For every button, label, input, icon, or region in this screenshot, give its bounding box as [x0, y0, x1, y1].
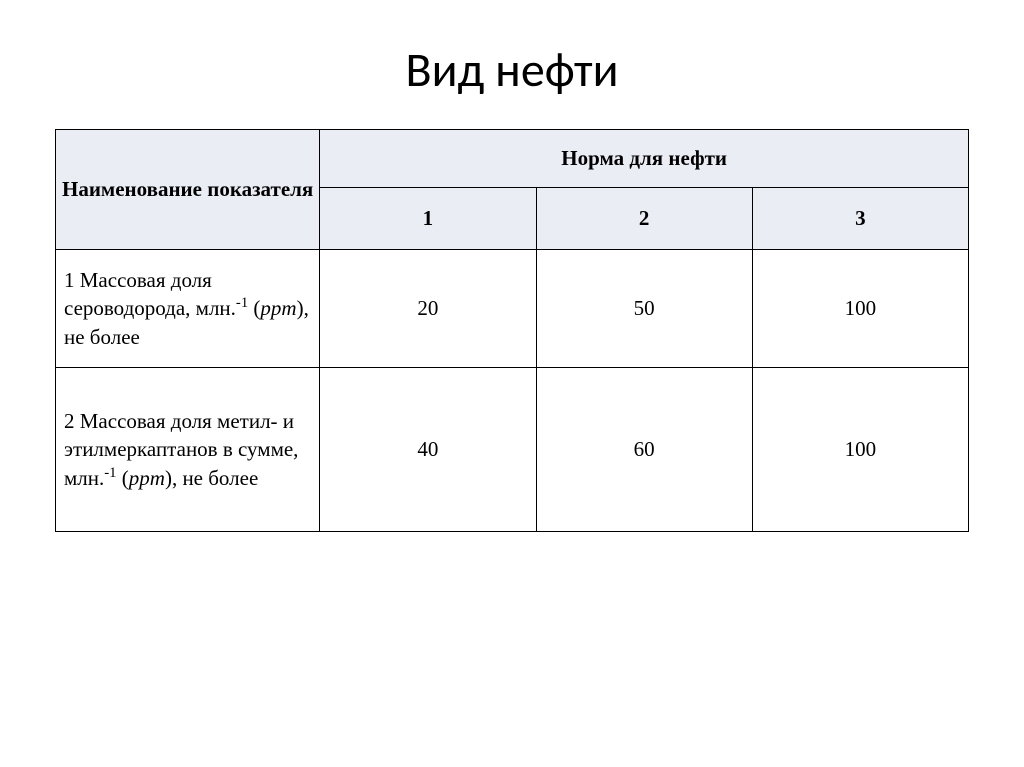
row-label-prefix: 1 Массовая доля сероводорода, млн.	[64, 268, 236, 320]
row-label-italic: ppm	[260, 296, 296, 320]
table-row: 1 Массовая доля сероводорода, млн.-1 (pp…	[56, 250, 969, 368]
header-variant-1: 1	[320, 188, 536, 250]
table-header: Наименование показателя Норма для нефти …	[56, 130, 969, 250]
header-norm-group: Норма для нефти	[320, 130, 969, 188]
table-cell: 60	[536, 368, 752, 532]
table-header-row-1: Наименование показателя Норма для нефти	[56, 130, 969, 188]
table-body: 1 Массовая доля сероводорода, млн.-1 (pp…	[56, 250, 969, 532]
table-cell: 50	[536, 250, 752, 368]
header-variant-3: 3	[752, 188, 968, 250]
table-cell: 100	[752, 250, 968, 368]
oil-type-table: Наименование показателя Норма для нефти …	[55, 129, 969, 532]
table-cell: 40	[320, 368, 536, 532]
row-label: 2 Массовая доля метил- и этилмеркаптанов…	[56, 368, 320, 532]
header-indicator: Наименование показателя	[56, 130, 320, 250]
table-cell: 100	[752, 368, 968, 532]
page-title: Вид нефти	[55, 40, 969, 99]
table-row: 2 Массовая доля метил- и этилмеркаптанов…	[56, 368, 969, 532]
row-label-suffix: , не более	[172, 466, 258, 490]
row-label-sup: -1	[236, 295, 248, 311]
row-label: 1 Массовая доля сероводорода, млн.-1 (pp…	[56, 250, 320, 368]
row-label-italic: ppm	[129, 466, 165, 490]
header-variant-2: 2	[536, 188, 752, 250]
table-cell: 20	[320, 250, 536, 368]
row-label-sup: -1	[104, 465, 116, 481]
slide-container: Вид нефти Наименование показателя Норма …	[0, 0, 1024, 767]
